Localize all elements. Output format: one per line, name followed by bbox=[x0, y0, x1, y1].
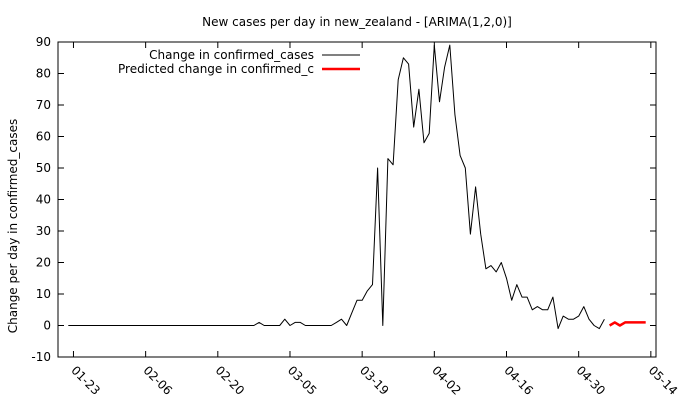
y-tick-label: 0 bbox=[43, 319, 51, 333]
x-tick-label: 04-16 bbox=[501, 363, 536, 398]
x-tick-label: 02-20 bbox=[213, 363, 248, 398]
y-axis-label: Change per day in confirmed_cases bbox=[6, 119, 20, 334]
series-lines bbox=[68, 44, 646, 330]
y-tick-label: 10 bbox=[36, 287, 51, 301]
legend-label: Change in confirmed_cases bbox=[149, 48, 314, 62]
y-tick-label: 40 bbox=[36, 193, 51, 207]
legend-label: Predicted change in confirmed_c bbox=[118, 62, 314, 76]
x-tick-label: 03-19 bbox=[357, 363, 392, 398]
x-tick-label: 03-05 bbox=[285, 363, 320, 398]
series-line-predicted bbox=[608, 321, 646, 327]
y-tick-label: -10 bbox=[31, 350, 51, 364]
series-line-confirmed-cases bbox=[68, 44, 605, 330]
chart-title: New cases per day in new_zealand - [ARIM… bbox=[202, 15, 512, 29]
x-tick-label: 04-30 bbox=[574, 363, 609, 398]
y-tick-label: 80 bbox=[36, 67, 51, 81]
y-tick-label: 60 bbox=[36, 130, 51, 144]
x-tick-label: 05-14 bbox=[646, 363, 680, 398]
y-tick-label: 30 bbox=[36, 224, 51, 238]
axis-ticks: -10 0 10 20 30 40 50 60 70 80 90 01-23 02-06 02-20 03-… bbox=[31, 35, 680, 398]
x-tick-label: 02-06 bbox=[141, 363, 176, 398]
x-tick-label: 04-02 bbox=[429, 363, 464, 398]
x-tick-label: 01-23 bbox=[68, 363, 103, 398]
y-tick-label: 90 bbox=[36, 35, 51, 49]
y-tick-label: 20 bbox=[36, 256, 51, 270]
plot-area bbox=[57, 41, 657, 358]
y-tick-label: 50 bbox=[36, 161, 51, 175]
y-tick-label: 70 bbox=[36, 98, 51, 112]
